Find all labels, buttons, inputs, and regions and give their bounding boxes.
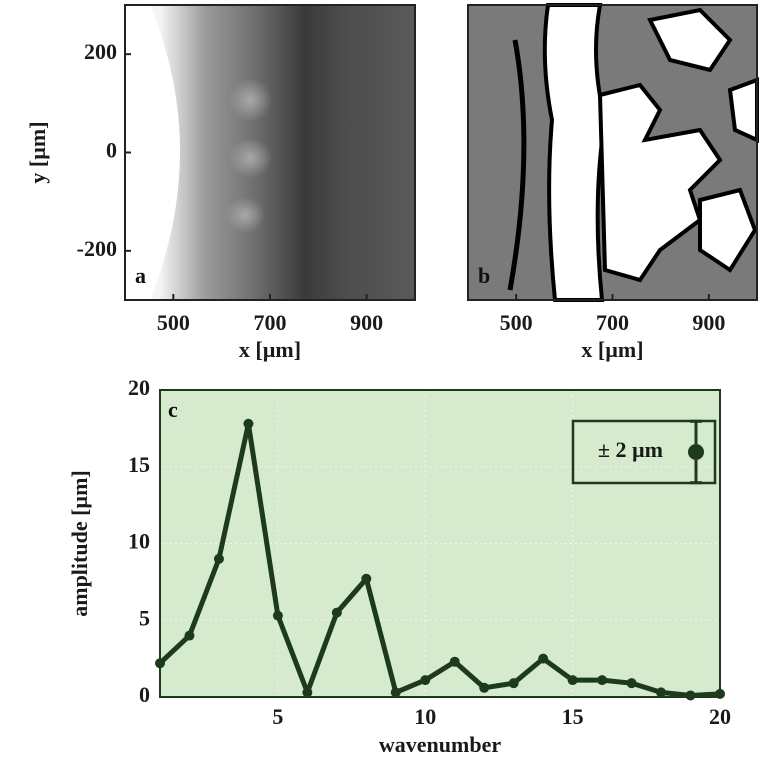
data-point xyxy=(715,688,725,699)
data-point xyxy=(626,678,637,689)
x-tick-label: 20 xyxy=(709,704,731,729)
data-point xyxy=(390,687,401,698)
y-tick-label: 0 xyxy=(106,138,117,163)
y-tick-label: 10 xyxy=(128,529,150,554)
data-point xyxy=(420,675,431,686)
x-tick-label: 700 xyxy=(596,310,629,335)
x-tick-label: 700 xyxy=(254,310,287,335)
y-tick-label: 15 xyxy=(128,452,150,477)
data-point xyxy=(538,653,549,664)
data-point xyxy=(479,682,490,693)
data-point xyxy=(685,690,696,701)
y-axis-label: y [µm] xyxy=(25,121,50,183)
y-axis-label: amplitude [µm] xyxy=(67,470,92,617)
data-point xyxy=(243,418,254,429)
data-point xyxy=(302,687,313,698)
data-point xyxy=(184,630,195,641)
data-point xyxy=(331,607,342,618)
x-tick-label: 900 xyxy=(692,310,725,335)
data-point xyxy=(213,553,224,564)
legend-label: ± 2 µm xyxy=(598,437,663,462)
x-axis-label: x [µm] xyxy=(581,337,643,362)
data-point xyxy=(656,687,667,698)
y-tick-label: 0 xyxy=(139,682,150,707)
x-tick-label: 900 xyxy=(350,310,383,335)
y-tick-label: 20 xyxy=(128,375,150,400)
y-tick-label: 5 xyxy=(139,605,150,630)
x-axis-label: wavenumber xyxy=(379,732,501,757)
x-tick-label: 15 xyxy=(562,704,584,729)
legend-marker xyxy=(688,444,704,460)
x-tick-label: 10 xyxy=(414,704,436,729)
x-axis-label: x [µm] xyxy=(239,337,301,362)
panel-label: b xyxy=(478,263,490,288)
data-point xyxy=(449,656,460,667)
x-tick-label: 500 xyxy=(157,310,190,335)
x-tick-label: 500 xyxy=(500,310,533,335)
data-point xyxy=(155,658,165,669)
x-tick-label: 5 xyxy=(272,704,283,729)
image-a xyxy=(124,4,416,301)
image-b xyxy=(467,3,759,302)
data-point xyxy=(567,675,578,686)
y-tick-label: 200 xyxy=(84,39,117,64)
data-point xyxy=(272,610,283,621)
plot-frame xyxy=(159,389,721,698)
data-point xyxy=(361,573,372,584)
legend-box xyxy=(571,419,717,485)
data-point xyxy=(508,678,519,689)
panel-label: c xyxy=(168,397,178,422)
panel-label: a xyxy=(135,263,146,288)
data-point xyxy=(597,675,608,686)
y-tick-label: -200 xyxy=(77,236,117,261)
